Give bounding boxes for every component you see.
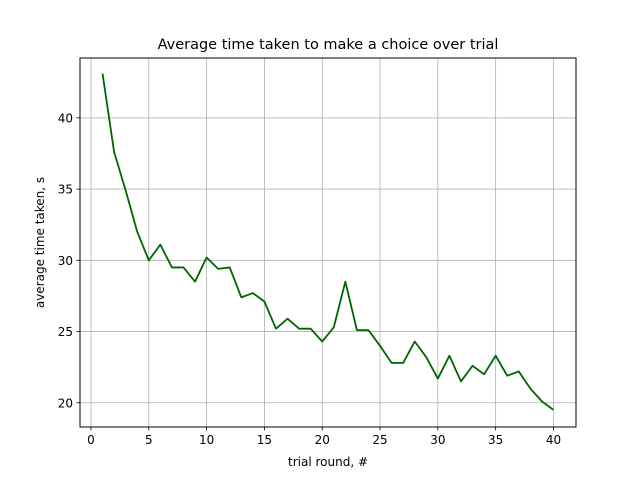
y-tick-label: 40 [58, 111, 73, 125]
x-tick-label: 0 [87, 433, 95, 447]
series-layer [101, 73, 554, 411]
grid [80, 58, 576, 427]
y-axis-label: average time taken, s [33, 177, 47, 308]
y-tick-label: 30 [58, 254, 73, 268]
y-tick-label: 25 [58, 325, 73, 339]
x-tick-label: 10 [199, 433, 214, 447]
plot-frame [79, 57, 577, 428]
x-tick-label: 40 [546, 433, 561, 447]
chart-title: Average time taken to make a choice over… [158, 37, 499, 53]
x-tick-label: 30 [430, 433, 445, 447]
x-tick-label: 35 [488, 433, 503, 447]
x-tick-label: 25 [372, 433, 387, 447]
ticks: 0 5 10 15 20 25 30 35 40 20 25 30 35 40 [58, 111, 561, 447]
x-tick-label: 5 [145, 433, 153, 447]
y-tick-label: 35 [58, 183, 73, 197]
y-tick-label: 20 [58, 396, 73, 410]
x-axis-label: trial round, # [288, 455, 368, 469]
x-tick-label: 20 [315, 433, 330, 447]
series-line [101, 73, 554, 411]
x-tick-label: 15 [257, 433, 272, 447]
